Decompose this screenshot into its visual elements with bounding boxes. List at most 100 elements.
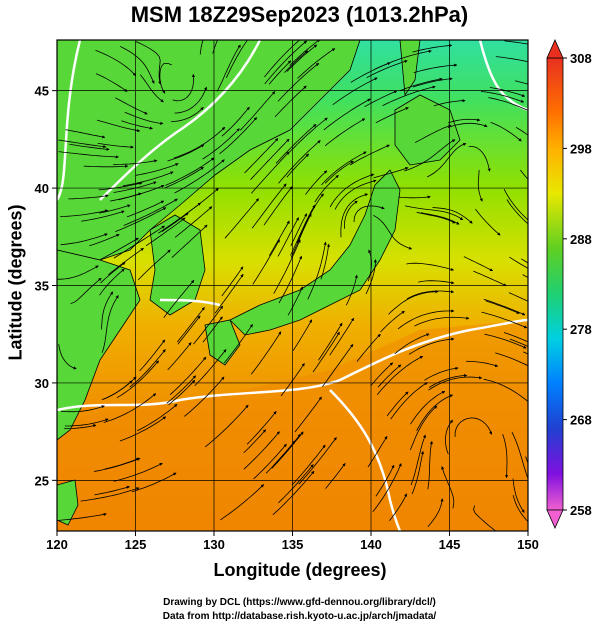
streamline xyxy=(289,40,321,66)
streamline xyxy=(372,463,402,513)
streamline xyxy=(139,74,164,103)
streamline xyxy=(382,85,436,106)
streamline xyxy=(104,457,140,470)
streamline xyxy=(353,205,385,223)
streamline xyxy=(406,262,455,271)
streamline xyxy=(284,50,309,73)
streamline xyxy=(171,224,208,258)
streamline xyxy=(365,259,377,295)
streamline xyxy=(519,169,528,181)
streamline xyxy=(376,355,424,395)
streamline xyxy=(97,143,134,149)
streamline xyxy=(509,338,528,347)
streamline xyxy=(115,207,167,232)
streamline xyxy=(202,316,223,343)
streamline xyxy=(161,212,189,232)
streamline xyxy=(277,62,320,102)
streamline xyxy=(98,181,143,191)
land-masses xyxy=(57,40,461,526)
streamline xyxy=(288,117,328,154)
streamline xyxy=(159,63,172,94)
streamline xyxy=(96,119,141,133)
x-axis-label: Longitude (degrees) xyxy=(213,560,387,580)
streamline xyxy=(323,98,371,131)
streamline xyxy=(263,186,293,226)
streamline xyxy=(122,171,174,187)
y-tick-label: 30 xyxy=(35,376,49,391)
streamline xyxy=(220,484,265,521)
streamline xyxy=(193,305,224,345)
streamline xyxy=(253,443,287,480)
streamline xyxy=(94,485,131,496)
streamline xyxy=(190,40,192,41)
streamline xyxy=(194,349,227,387)
streamline xyxy=(512,478,525,513)
streamline xyxy=(271,431,304,469)
streamline xyxy=(278,255,302,304)
streamline xyxy=(251,151,290,194)
streamline xyxy=(345,274,358,306)
y-tick-label: 25 xyxy=(35,473,49,488)
streamline xyxy=(286,44,318,72)
streamline xyxy=(126,200,165,218)
streamline xyxy=(480,91,525,103)
streamline xyxy=(375,464,395,497)
map-plot-area xyxy=(57,40,528,531)
streamline xyxy=(375,107,409,124)
streamline xyxy=(366,59,408,78)
streamline xyxy=(411,450,425,495)
streamline xyxy=(412,77,453,88)
contour-line xyxy=(99,40,262,201)
streamline xyxy=(515,126,528,136)
streamline xyxy=(199,40,204,55)
streamline xyxy=(454,417,493,437)
streamline xyxy=(163,279,195,318)
streamline xyxy=(334,179,377,210)
streamline xyxy=(414,124,452,143)
streamline xyxy=(427,498,444,527)
streamline xyxy=(466,360,499,368)
streamline xyxy=(123,198,178,226)
streamline xyxy=(373,167,409,179)
streamline xyxy=(286,153,310,178)
streamline xyxy=(224,198,259,239)
streamline xyxy=(145,217,186,247)
streamline xyxy=(297,48,336,79)
streamline xyxy=(291,444,326,486)
streamline xyxy=(221,266,244,297)
streamline xyxy=(272,470,315,516)
streamline xyxy=(424,366,459,381)
streamline xyxy=(99,237,139,261)
streamline xyxy=(312,331,340,373)
colorbar-ticks: 308 298 288 278 268 258 xyxy=(563,51,592,518)
streamline xyxy=(204,404,249,448)
streamline xyxy=(426,142,467,178)
streamline xyxy=(113,462,163,482)
streamline xyxy=(64,424,97,430)
streamline xyxy=(481,311,528,329)
streamline xyxy=(137,249,171,281)
colorbar-tick-label: 308 xyxy=(570,51,592,66)
temperature-contours xyxy=(57,40,528,531)
streamline xyxy=(58,151,119,159)
colorbar-bottom-arrow xyxy=(546,509,564,529)
y-axis-label: Latitude (degrees) xyxy=(5,204,26,361)
streamline xyxy=(373,215,413,250)
streamline xyxy=(503,188,528,221)
streamline xyxy=(216,44,241,92)
contour-line xyxy=(57,318,528,412)
streamline xyxy=(367,249,372,282)
streamline xyxy=(428,376,483,391)
streamline xyxy=(447,122,488,128)
streamline xyxy=(370,362,394,387)
streamline xyxy=(412,43,453,53)
streamline xyxy=(278,140,321,184)
streamline xyxy=(264,40,301,78)
streamline xyxy=(251,183,287,229)
contour-line xyxy=(159,298,221,307)
streamline xyxy=(58,139,107,149)
streamline xyxy=(406,290,455,300)
streamline xyxy=(408,337,455,355)
streamline xyxy=(296,193,324,244)
y-tick-label: 35 xyxy=(35,279,49,294)
